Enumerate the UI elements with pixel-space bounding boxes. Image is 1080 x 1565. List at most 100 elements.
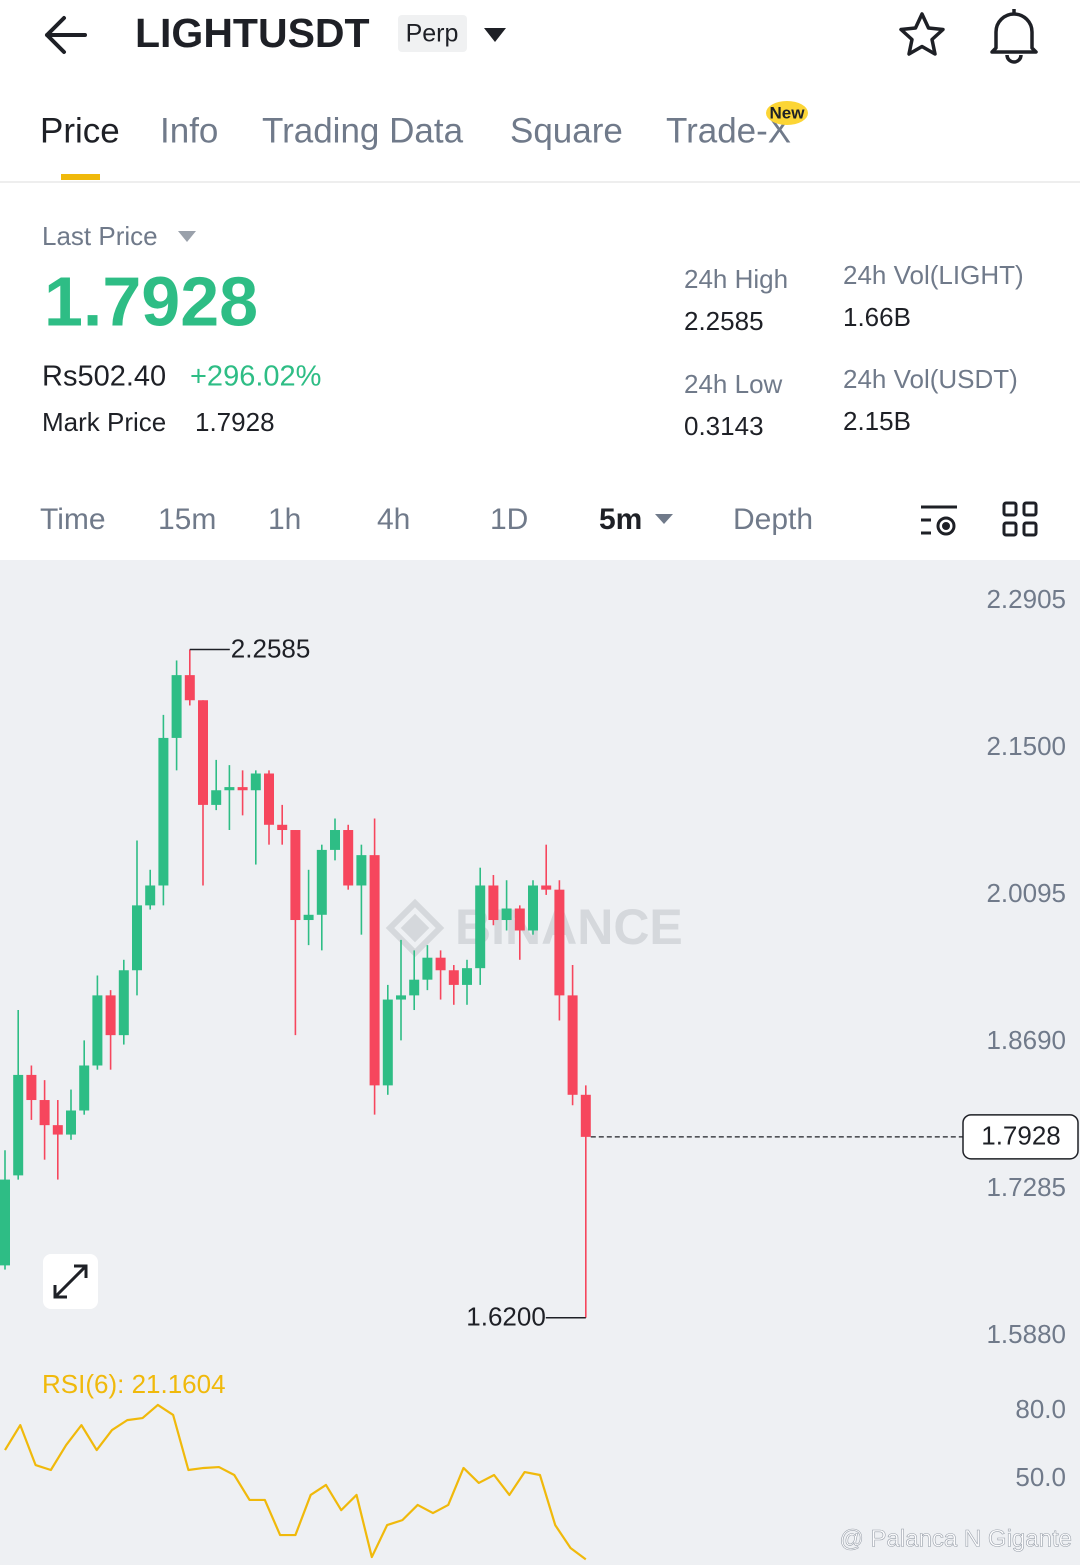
candle-body — [382, 999, 393, 1086]
interval[interactable]: 1D — [490, 503, 528, 536]
mark-price: 1.7928 — [195, 407, 275, 437]
interval[interactable]: 4h — [377, 503, 410, 536]
candle-body — [541, 885, 552, 890]
rsi-label: RSI(6): 21.1604 — [42, 1369, 226, 1399]
last-price: 1.7928 — [44, 262, 258, 340]
grid-cell — [1002, 501, 1018, 517]
y-tick-label: 1.8690 — [986, 1025, 1066, 1055]
interval[interactable]: 1h — [268, 503, 301, 536]
layout-grid[interactable] — [1002, 501, 1038, 537]
stat-value: 1.66B — [843, 302, 911, 332]
candle-body — [26, 1074, 37, 1101]
interval[interactable]: 5m — [599, 503, 642, 536]
stat-label: 24h Vol(USDT) — [843, 364, 1018, 394]
candle-body — [330, 830, 340, 850]
y-tick-label: 2.1500 — [986, 731, 1066, 761]
candle-plot: 2.2905 2.1500 2.0095 1.8690 1.7285 1.5880 2.25… — [0, 584, 1079, 1349]
candle-body — [158, 737, 169, 886]
candle-body — [462, 968, 472, 985]
interval-bar: Time 15m 1h 4h 1D 5m Depth — [40, 503, 813, 536]
favorite-star[interactable] — [899, 12, 945, 56]
stat-value: 2.2585 — [684, 306, 764, 336]
candle-body — [528, 885, 538, 931]
rsi-tick-label: 50.0 — [1015, 1462, 1066, 1492]
price-change: +296.02% — [190, 361, 321, 393]
candle-body — [52, 1125, 63, 1135]
candle-body — [264, 773, 274, 825]
interval[interactable]: Depth — [733, 503, 813, 536]
y-tick-label: 2.2905 — [986, 584, 1066, 614]
back-button[interactable] — [45, 16, 87, 54]
back-arrow — [45, 16, 87, 54]
grid-cell — [1022, 521, 1038, 537]
candle-body — [211, 790, 222, 805]
candle-body — [580, 1094, 591, 1137]
candle-body — [448, 970, 459, 985]
tab[interactable]: Square — [510, 111, 623, 150]
fiat-price: Rs502.40 — [42, 361, 166, 393]
alert-bell[interactable] — [990, 9, 1038, 64]
last-price-label[interactable]: Last Price — [42, 221, 158, 251]
low-label: 1.6200 — [466, 1302, 546, 1332]
stats: 24h High 2.2585 24h Low 0.3143 24h Vol(LIGHT… — [684, 260, 1024, 441]
settings-gear-center — [942, 522, 950, 530]
tab[interactable]: Info — [160, 111, 218, 150]
stat-label: 24h Vol(LIGHT) — [843, 260, 1024, 290]
new-badge: New — [770, 103, 806, 122]
interval[interactable]: 15m — [158, 503, 216, 536]
active-tab-indicator — [61, 174, 100, 180]
candle-body — [79, 1065, 90, 1111]
candle-body — [198, 700, 208, 805]
candle-body — [435, 957, 446, 971]
bell-body — [990, 12, 1038, 54]
candle-body — [132, 905, 142, 971]
grid-cell — [1022, 501, 1038, 517]
interval[interactable]: Time — [40, 503, 106, 536]
candle-body — [356, 855, 367, 886]
symbol: LIGHTUSDT — [135, 10, 370, 56]
candle-body — [118, 970, 129, 1036]
perp-badge: Perp — [406, 20, 459, 48]
candle-body — [92, 995, 103, 1066]
stat-label: 24h Low — [684, 369, 783, 399]
bell-clapper — [1005, 54, 1023, 64]
candle-body — [514, 908, 525, 931]
candle-body — [277, 824, 288, 831]
candle-body — [554, 889, 565, 996]
symbol-dropdown[interactable] — [484, 28, 506, 42]
stat-value: 0.3143 — [684, 411, 764, 441]
candle-body — [105, 995, 116, 1036]
credit: @ Palanca N Gigante — [840, 1525, 1073, 1552]
candle-body — [290, 830, 301, 921]
candle-body — [422, 957, 433, 980]
candle-body — [316, 849, 327, 915]
grid-cell — [1002, 521, 1018, 537]
candle-body — [224, 787, 235, 791]
tab[interactable]: Trading Data — [262, 111, 464, 150]
candle-body — [0, 1179, 10, 1266]
indicator-settings[interactable] — [921, 505, 957, 536]
price-type-dropdown[interactable] — [178, 231, 196, 242]
tab[interactable]: Price — [40, 111, 120, 150]
y-tick-label: 1.7285 — [986, 1172, 1066, 1202]
candle-body — [250, 773, 261, 791]
interval-dropdown[interactable] — [655, 514, 673, 524]
candle-body — [145, 885, 156, 906]
y-tick-label: 2.0095 — [986, 878, 1066, 908]
candle-body — [488, 885, 499, 921]
tab-bar: Price Info Trading Data Square Trade-X — [40, 111, 791, 150]
stat-value: 2.15B — [843, 406, 911, 436]
y-tick-label: 1.5880 — [986, 1319, 1066, 1349]
settings-lines — [921, 505, 957, 535]
watermark-center — [400, 913, 430, 943]
rsi-tick-label: 80.0 — [1015, 1394, 1066, 1424]
chart-area — [0, 560, 1080, 1565]
candle-body — [475, 885, 486, 969]
rsi-line — [4, 1403, 587, 1561]
candle-body — [39, 1100, 50, 1126]
mark-price-label: Mark Price — [42, 407, 166, 437]
candle-body — [369, 855, 380, 1086]
last-price-tag: 1.7928 — [981, 1121, 1061, 1151]
